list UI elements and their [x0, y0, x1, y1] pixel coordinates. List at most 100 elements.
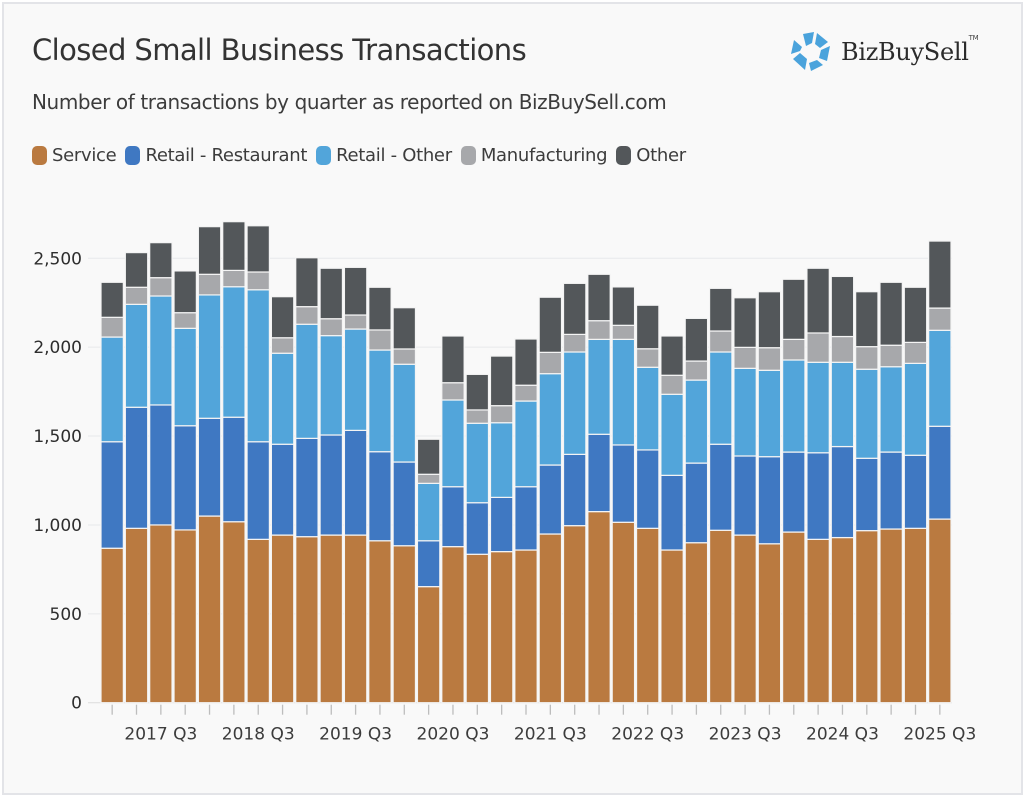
- bar-retail-restaurant[interactable]: [368, 451, 392, 542]
- bar-manufacturing[interactable]: [879, 344, 903, 368]
- bar-retail-restaurant[interactable]: [197, 417, 222, 517]
- bar-other[interactable]: [368, 286, 392, 331]
- bar-other[interactable]: [733, 297, 757, 348]
- bar-retail-restaurant[interactable]: [222, 416, 246, 523]
- bar-retail-other[interactable]: [173, 327, 197, 427]
- bar-retail-restaurant[interactable]: [416, 540, 441, 588]
- bar-other[interactable]: [343, 266, 368, 316]
- bar-retail-other[interactable]: [270, 352, 295, 445]
- bar-other[interactable]: [465, 373, 490, 411]
- bar-other[interactable]: [295, 257, 319, 308]
- legend-item-service[interactable]: Service: [32, 145, 117, 166]
- bar-service[interactable]: [392, 545, 417, 704]
- legend-item-retail-restaurant[interactable]: Retail - Restaurant: [125, 145, 307, 166]
- bar-retail-restaurant[interactable]: [806, 452, 830, 540]
- bar-manufacturing[interactable]: [173, 312, 197, 329]
- bar-retail-other[interactable]: [708, 351, 733, 445]
- bar-service[interactable]: [343, 534, 368, 704]
- bar-service[interactable]: [124, 527, 149, 704]
- bar-retail-other[interactable]: [319, 335, 344, 436]
- bar-service[interactable]: [514, 549, 538, 704]
- bar-retail-other[interactable]: [903, 362, 928, 456]
- bar-retail-other[interactable]: [124, 303, 149, 408]
- bar-retail-restaurant[interactable]: [538, 464, 563, 535]
- bar-manufacturing[interactable]: [514, 384, 538, 402]
- bar-manufacturing[interactable]: [489, 405, 514, 424]
- bar-retail-restaurant[interactable]: [635, 449, 660, 529]
- bar-other[interactable]: [806, 267, 830, 334]
- bar-retail-restaurant[interactable]: [562, 453, 587, 527]
- bar-service[interactable]: [611, 521, 636, 704]
- bar-other[interactable]: [270, 296, 295, 339]
- bar-service[interactable]: [441, 546, 465, 704]
- bar-retail-restaurant[interactable]: [295, 437, 319, 538]
- bar-retail-other[interactable]: [562, 351, 587, 455]
- bar-manufacturing[interactable]: [684, 360, 709, 381]
- bar-manufacturing[interactable]: [830, 335, 855, 363]
- bar-manufacturing[interactable]: [855, 346, 879, 370]
- bar-retail-restaurant[interactable]: [246, 441, 271, 540]
- bar-manufacturing[interactable]: [781, 338, 806, 361]
- bar-service[interactable]: [684, 542, 709, 704]
- bar-manufacturing[interactable]: [733, 346, 757, 369]
- bar-service[interactable]: [489, 551, 514, 704]
- bar-service[interactable]: [757, 543, 782, 704]
- bar-manufacturing[interactable]: [757, 347, 782, 371]
- bar-retail-other[interactable]: [611, 338, 636, 446]
- bar-service[interactable]: [928, 518, 952, 704]
- bar-service[interactable]: [270, 534, 295, 704]
- bar-manufacturing[interactable]: [538, 351, 563, 375]
- bar-retail-other[interactable]: [246, 289, 271, 443]
- bar-retail-restaurant[interactable]: [587, 433, 611, 513]
- bar-other[interactable]: [611, 286, 636, 326]
- bar-service[interactable]: [295, 536, 319, 704]
- bar-manufacturing[interactable]: [416, 473, 441, 484]
- bar-other[interactable]: [903, 286, 928, 343]
- bar-retail-other[interactable]: [538, 373, 563, 466]
- legend-item-manufacturing[interactable]: Manufacturing: [460, 145, 608, 166]
- bar-service[interactable]: [222, 521, 246, 704]
- bar-retail-other[interactable]: [343, 328, 368, 431]
- bar-other[interactable]: [684, 317, 709, 362]
- bar-retail-other[interactable]: [465, 422, 490, 504]
- bar-other[interactable]: [514, 338, 538, 386]
- bar-retail-restaurant[interactable]: [757, 456, 782, 545]
- bar-retail-restaurant[interactable]: [660, 474, 684, 551]
- bar-manufacturing[interactable]: [100, 316, 124, 338]
- bar-other[interactable]: [757, 291, 782, 349]
- bar-retail-restaurant[interactable]: [489, 496, 514, 553]
- bar-other[interactable]: [319, 267, 344, 320]
- bar-retail-other[interactable]: [879, 366, 903, 453]
- bar-retail-other[interactable]: [587, 338, 611, 435]
- bar-retail-other[interactable]: [806, 361, 830, 454]
- bar-retail-restaurant[interactable]: [441, 486, 465, 548]
- bar-service[interactable]: [660, 549, 684, 704]
- bar-retail-other[interactable]: [100, 336, 124, 443]
- bar-other[interactable]: [489, 355, 514, 407]
- legend-item-retail-other[interactable]: Retail - Other: [316, 145, 452, 166]
- bar-retail-other[interactable]: [489, 422, 514, 498]
- bar-retail-restaurant[interactable]: [611, 444, 636, 523]
- bar-service[interactable]: [830, 536, 855, 704]
- bar-service[interactable]: [368, 540, 392, 704]
- bar-retail-other[interactable]: [295, 323, 319, 439]
- bar-service[interactable]: [903, 527, 928, 704]
- bar-other[interactable]: [538, 296, 563, 353]
- bar-other[interactable]: [197, 226, 222, 275]
- bar-manufacturing[interactable]: [611, 324, 636, 340]
- bar-other[interactable]: [660, 335, 684, 376]
- bar-manufacturing[interactable]: [295, 306, 319, 325]
- bar-manufacturing[interactable]: [903, 341, 928, 364]
- bar-other[interactable]: [781, 278, 806, 340]
- bar-manufacturing[interactable]: [660, 374, 684, 395]
- bar-retail-other[interactable]: [197, 294, 222, 419]
- bar-retail-other[interactable]: [781, 359, 806, 453]
- bar-service[interactable]: [246, 538, 271, 704]
- bar-retail-restaurant[interactable]: [830, 445, 855, 539]
- bar-manufacturing[interactable]: [270, 337, 295, 354]
- bar-other[interactable]: [587, 273, 611, 322]
- bar-retail-restaurant[interactable]: [124, 406, 149, 529]
- bar-manufacturing[interactable]: [465, 409, 490, 424]
- bar-retail-restaurant[interactable]: [319, 434, 344, 536]
- bar-manufacturing[interactable]: [197, 273, 222, 296]
